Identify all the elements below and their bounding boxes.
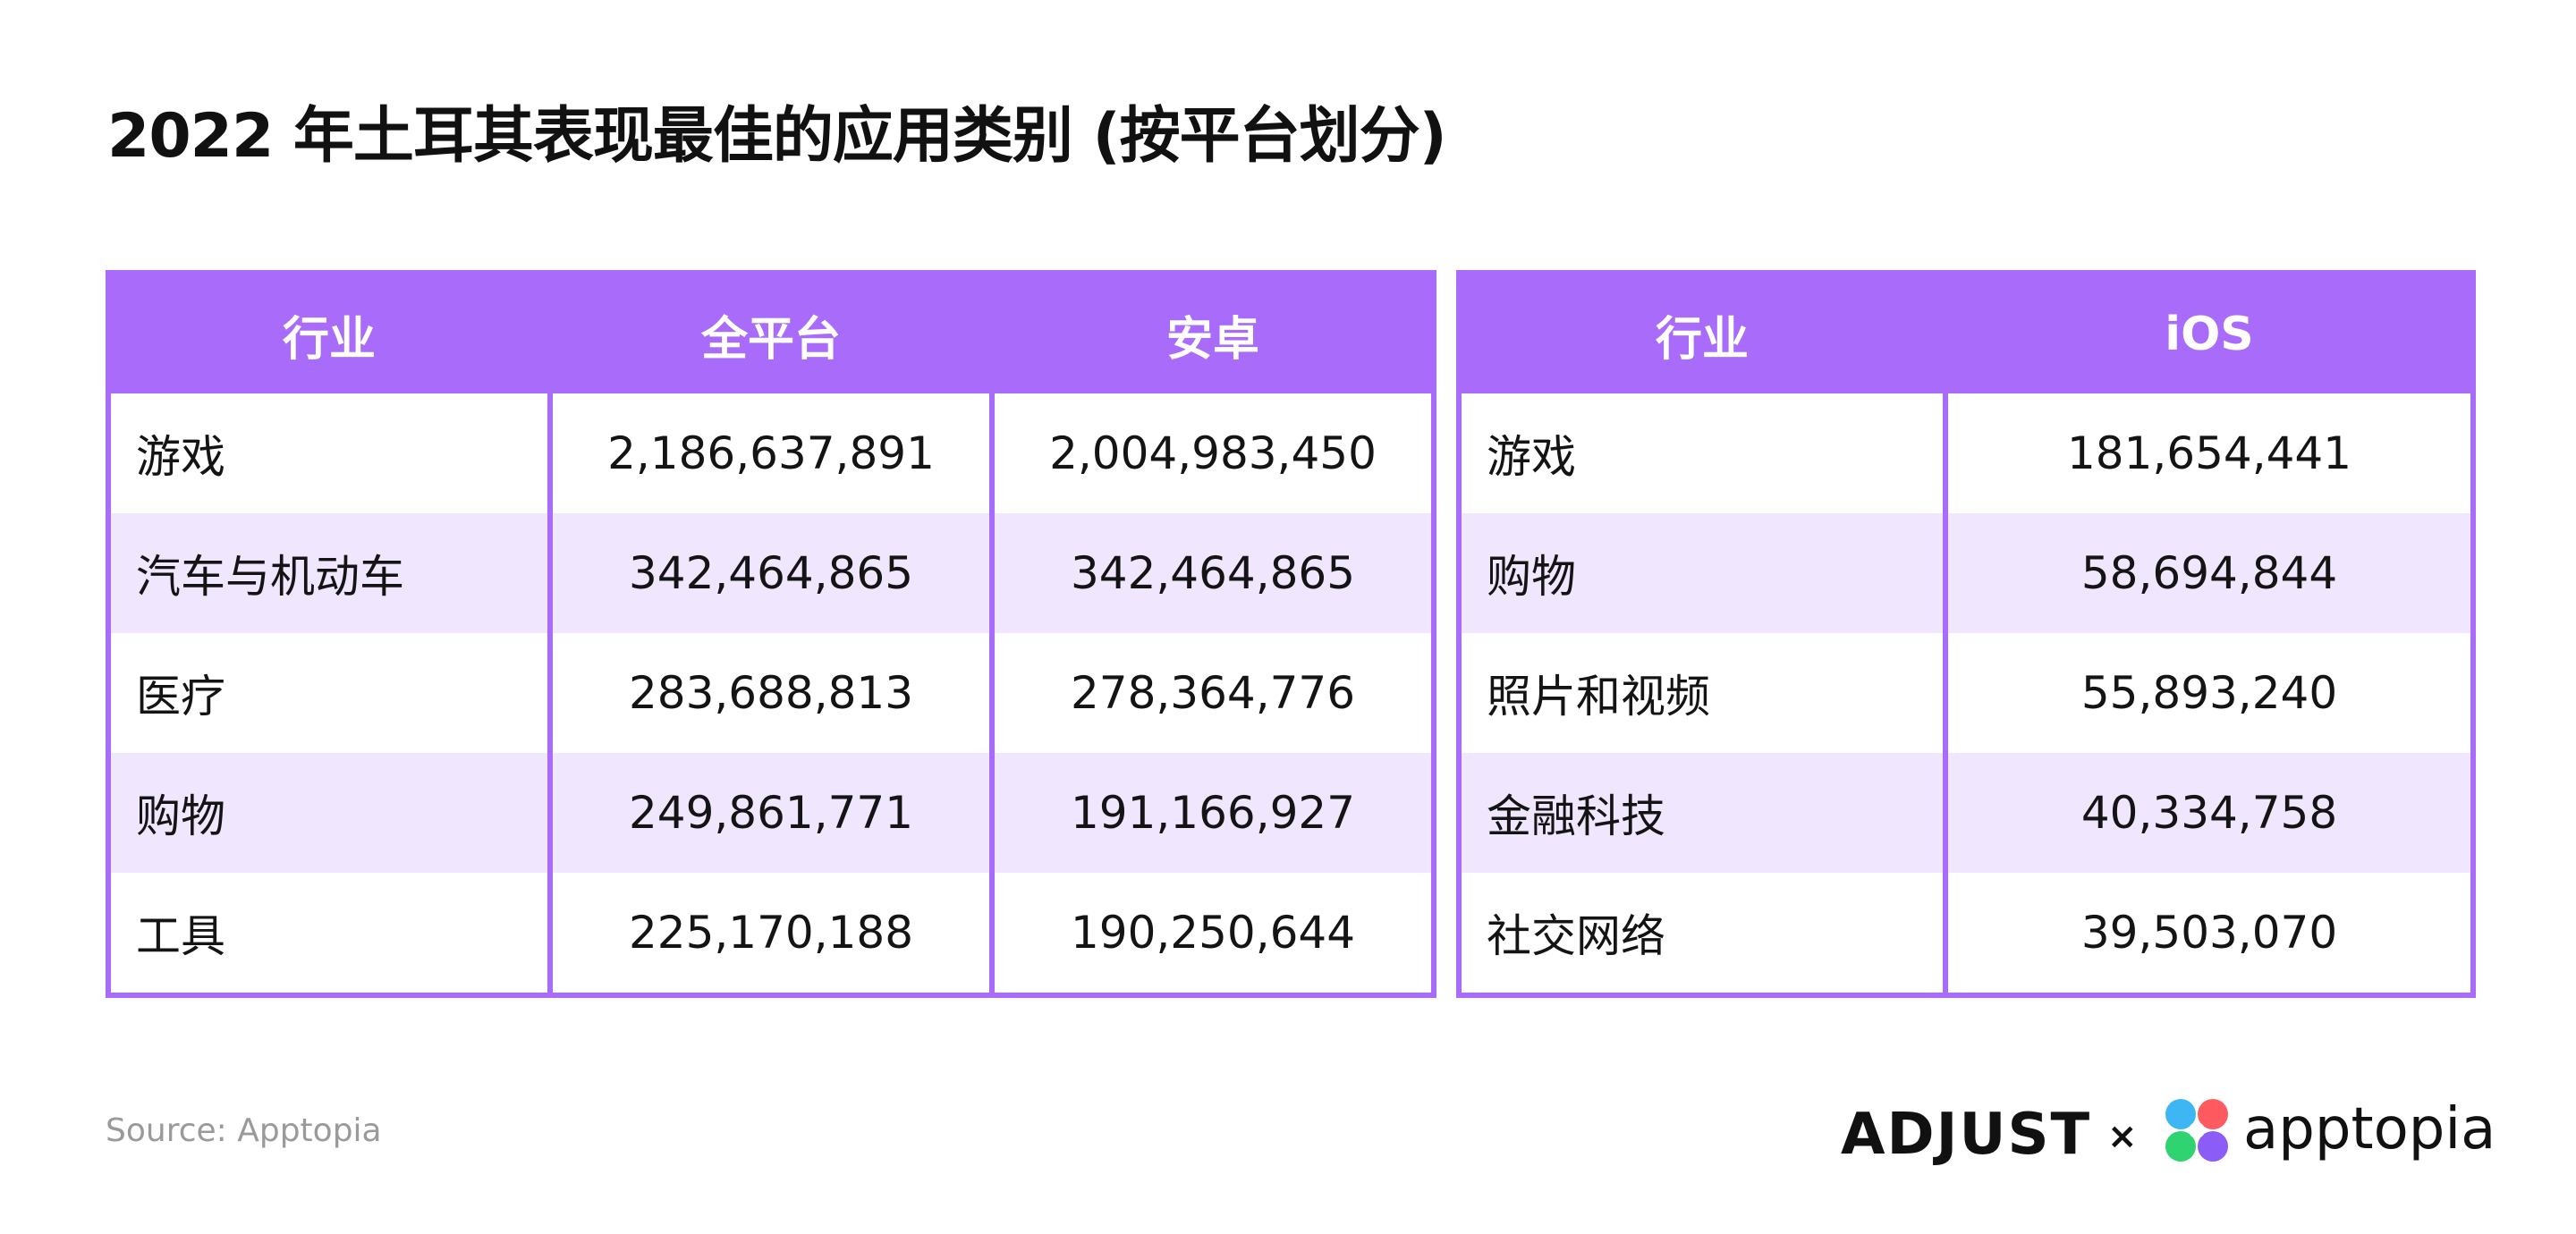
table-row: 游戏 2,186,637,891 2,004,983,450: [106, 393, 1434, 513]
value-cell: 190,250,644: [989, 873, 1434, 995]
header-row: 行业 全平台 安卓: [106, 273, 1434, 393]
value-cell: 342,464,865: [547, 513, 992, 633]
table-row: 医疗 283,688,813 278,364,776: [106, 633, 1434, 753]
table-row: 游戏 181,654,441: [1456, 393, 2473, 513]
table-row: 社交网络 39,503,070: [1456, 873, 2473, 995]
apptopia-flower-icon: [2165, 1099, 2228, 1162]
value-cell: 249,861,771: [547, 753, 992, 873]
category-cell: 汽车与机动车: [106, 513, 550, 633]
value-cell: 283,688,813: [547, 633, 992, 753]
column-header: 安卓: [989, 273, 1434, 393]
column-header: 行业: [106, 273, 550, 393]
table-row: 照片和视频 55,893,240: [1456, 633, 2473, 753]
table-body: 游戏 2,186,637,891 2,004,983,450 汽车与机动车 342,46…: [106, 393, 1434, 995]
category-cell: 金融科技: [1456, 753, 1945, 873]
value-cell: 39,503,070: [1943, 873, 2473, 995]
value-cell: 342,464,865: [989, 513, 1434, 633]
category-cell: 游戏: [106, 393, 550, 513]
table-row: 购物 249,861,771 191,166,927: [106, 753, 1434, 873]
table-row: 购物 58,694,844: [1456, 513, 2473, 633]
table-row: 工具 225,170,188 190,250,644: [106, 873, 1434, 995]
value-cell: 2,186,637,891: [547, 393, 992, 513]
table-row: 金融科技 40,334,758: [1456, 753, 2473, 873]
category-cell: 工具: [106, 873, 550, 995]
value-cell: 181,654,441: [1943, 393, 2473, 513]
table-ios: 行业 iOS 游戏 181,654,441 购物 58,694,844 照片和视频 55,8…: [1456, 270, 2476, 998]
value-cell: 58,694,844: [1943, 513, 2473, 633]
column-header: iOS: [1943, 273, 2473, 393]
value-cell: 55,893,240: [1943, 633, 2473, 753]
apptopia-logo: apptopia: [2243, 1096, 2496, 1162]
category-cell: 购物: [1456, 513, 1945, 633]
source-note: Source: Apptopia: [106, 1112, 382, 1149]
table-header: 行业 全平台 安卓: [106, 273, 1434, 393]
value-cell: 2,004,983,450: [989, 393, 1434, 513]
table-body: 游戏 181,654,441 购物 58,694,844 照片和视频 55,893,240…: [1456, 393, 2473, 995]
category-cell: 照片和视频: [1456, 633, 1945, 753]
table-row: 汽车与机动车 342,464,865 342,464,865: [106, 513, 1434, 633]
adjust-logo: ADJUST: [1841, 1102, 2092, 1168]
category-cell: 游戏: [1456, 393, 1945, 513]
category-cell: 购物: [106, 753, 550, 873]
category-cell: 社交网络: [1456, 873, 1945, 995]
value-cell: 278,364,776: [989, 633, 1434, 753]
value-cell: 191,166,927: [989, 753, 1434, 873]
column-header: 行业: [1456, 273, 1945, 393]
value-cell: 40,334,758: [1943, 753, 2473, 873]
page-title: 2022 年土耳其表现最佳的应用类别 (按平台划分): [107, 101, 1447, 172]
column-header: 全平台: [547, 273, 992, 393]
table-header: 行业 iOS: [1456, 273, 2473, 393]
logo-separator: ×: [2107, 1116, 2138, 1157]
header-row: 行业 iOS: [1456, 273, 2473, 393]
category-cell: 医疗: [106, 633, 550, 753]
table-all-platforms: 行业 全平台 安卓 游戏 2,186,637,891 2,004,983,450 汽车与机…: [106, 270, 1436, 998]
value-cell: 225,170,188: [547, 873, 992, 995]
